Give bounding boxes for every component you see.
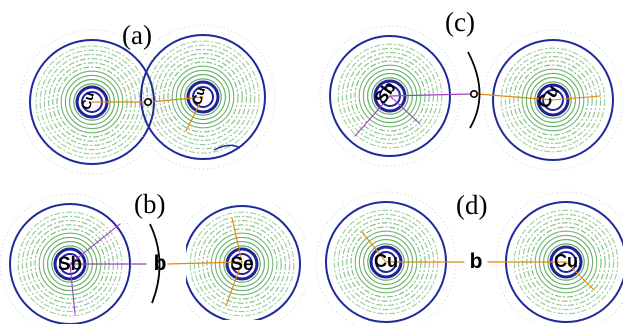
density-contour [198,220,286,308]
atom-basin-c-right [482,29,623,171]
density-contour [202,224,282,304]
nucleus-core [231,253,253,275]
interatomic-surface [149,223,161,304]
contour-layer [0,24,623,324]
density-contour [521,68,585,132]
density-contour [350,56,430,136]
gradient-path [69,263,76,315]
bcp-symbol-d: b [470,250,483,273]
density-contour [159,53,247,141]
path-layer [69,51,601,315]
bond-path [167,261,243,265]
density-contour [517,64,589,136]
density-contour [163,57,243,137]
density-contour [206,228,278,300]
basin-boundary [492,39,614,161]
density-contour [150,44,256,150]
density-contour [184,78,222,116]
density-contour [210,232,274,296]
panel-label-d: (d) [456,190,487,220]
basin-boundary [329,35,451,157]
density-contour [154,48,252,146]
atom-label-d-left: Cu [374,251,398,271]
panel-label-c: (c) [445,7,475,37]
gradient-path [389,95,421,125]
panel-label-a: (a) [122,20,152,50]
atom-label-b-right: Se [230,254,253,275]
gradient-path [185,96,204,132]
gradient-path [354,95,391,137]
density-contour [525,72,581,128]
density-contour [509,56,597,144]
bond-path [477,93,554,101]
density-contour [500,47,606,153]
halo-contour [130,24,276,170]
density-contour [193,215,291,313]
density-contour [504,51,602,149]
density-contour [513,60,593,140]
density-contour [354,60,426,132]
nucleus-ring [186,80,220,114]
gradient-path [552,95,601,101]
bond-critical-point [469,90,478,99]
basin-boundary [140,34,266,160]
density-contour [167,61,239,133]
nucleus-ring [536,83,570,117]
density-contour [175,69,231,125]
density-contour [341,47,439,145]
density-contour [513,209,619,315]
bond-critical-point [144,98,153,107]
atom-label-b-left: Sb [58,254,82,275]
interatomic-surface [467,51,481,129]
density-contour [219,241,265,287]
atom-basin-a-right [130,24,276,170]
density-contour [146,40,260,154]
panel-label-b: (b) [134,189,165,219]
atom-label-a-left: Cu [78,90,97,111]
basin-boundary [213,144,241,151]
density-contour [362,68,418,124]
nucleus-ring [225,247,259,281]
density-contour [214,236,270,292]
gradient-path [361,231,387,263]
density-contour [534,81,572,119]
gradient-path [231,217,243,263]
bcp-symbol-b: b [154,252,167,275]
density-contour [223,245,261,283]
atom-label-d-right: Cu [554,251,578,271]
bond-path [149,96,204,103]
gradient-path [69,223,121,265]
gradient-path [225,261,243,307]
bond-path [389,93,471,97]
density-contour [337,43,443,149]
halo-contour [319,25,461,167]
density-contour [358,64,422,128]
density-contour [530,77,576,123]
density-contour [171,65,235,129]
basin-boundary [186,205,301,320]
density-contour [189,211,295,317]
density-contour [346,52,434,140]
atom-label-a-right: Cu [189,85,208,106]
gradient-path [565,261,595,291]
atom-basin-b-right [186,205,306,320]
density-contour [180,74,226,120]
